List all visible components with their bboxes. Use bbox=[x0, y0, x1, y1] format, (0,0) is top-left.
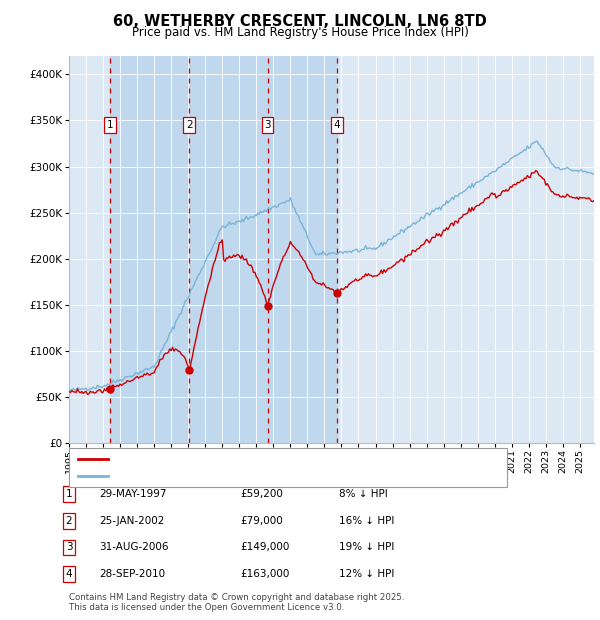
Text: HPI: Average price, detached house, North Kesteven: HPI: Average price, detached house, Nort… bbox=[113, 471, 374, 481]
Text: 3: 3 bbox=[65, 542, 73, 552]
Text: 4: 4 bbox=[334, 120, 341, 130]
Text: 60, WETHERBY CRESCENT, LINCOLN, LN6 8TD: 60, WETHERBY CRESCENT, LINCOLN, LN6 8TD bbox=[113, 14, 487, 29]
Text: 16% ↓ HPI: 16% ↓ HPI bbox=[339, 516, 394, 526]
Text: 2: 2 bbox=[186, 120, 193, 130]
Text: 1: 1 bbox=[65, 489, 73, 499]
Text: 29-MAY-1997: 29-MAY-1997 bbox=[99, 489, 167, 499]
Text: Contains HM Land Registry data © Crown copyright and database right 2025.
This d: Contains HM Land Registry data © Crown c… bbox=[69, 593, 404, 612]
Text: 31-AUG-2006: 31-AUG-2006 bbox=[99, 542, 169, 552]
Text: 4: 4 bbox=[65, 569, 73, 579]
Text: £79,000: £79,000 bbox=[240, 516, 283, 526]
Text: Price paid vs. HM Land Registry's House Price Index (HPI): Price paid vs. HM Land Registry's House … bbox=[131, 26, 469, 39]
Text: £163,000: £163,000 bbox=[240, 569, 289, 579]
Text: £59,200: £59,200 bbox=[240, 489, 283, 499]
Text: 12% ↓ HPI: 12% ↓ HPI bbox=[339, 569, 394, 579]
Text: 3: 3 bbox=[264, 120, 271, 130]
Text: 19% ↓ HPI: 19% ↓ HPI bbox=[339, 542, 394, 552]
Text: £149,000: £149,000 bbox=[240, 542, 289, 552]
Text: 8% ↓ HPI: 8% ↓ HPI bbox=[339, 489, 388, 499]
Bar bbox=[110, 56, 337, 443]
Text: 1: 1 bbox=[107, 120, 113, 130]
Text: 2: 2 bbox=[65, 516, 73, 526]
Text: 25-JAN-2002: 25-JAN-2002 bbox=[99, 516, 164, 526]
Text: 28-SEP-2010: 28-SEP-2010 bbox=[99, 569, 165, 579]
Text: 60, WETHERBY CRESCENT, LINCOLN, LN6 8TD (detached house): 60, WETHERBY CRESCENT, LINCOLN, LN6 8TD … bbox=[113, 454, 432, 464]
